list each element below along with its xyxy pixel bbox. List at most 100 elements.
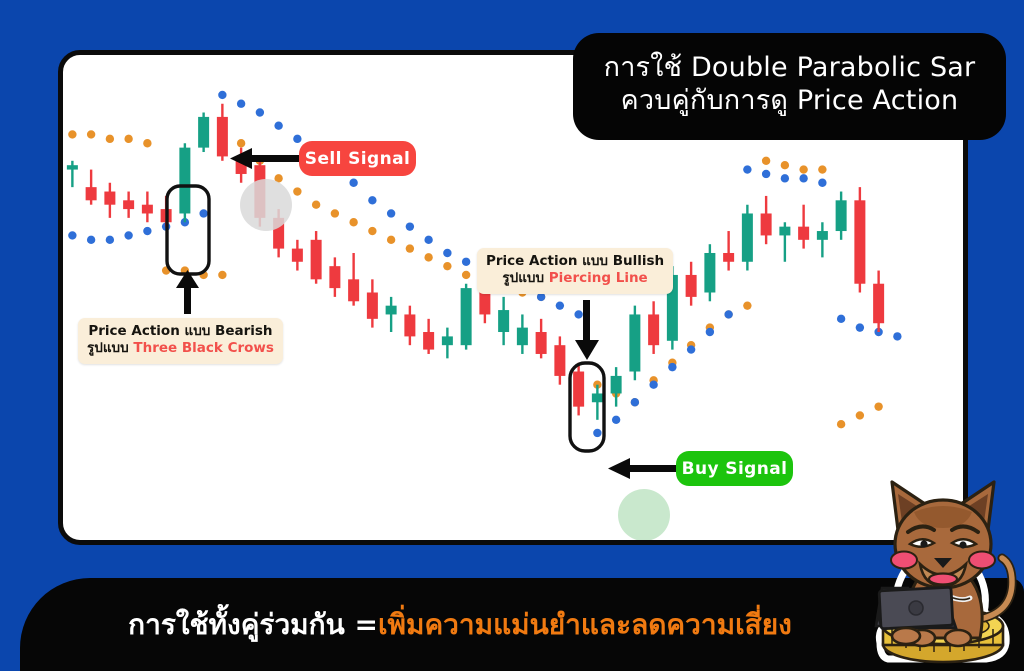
candle-body <box>798 226 810 240</box>
candle-body <box>723 252 735 262</box>
sar-fast-dot <box>761 169 771 179</box>
sar-slow-dot <box>424 253 433 262</box>
candle-body <box>216 116 228 157</box>
sar-slow-dot <box>330 209 340 218</box>
candle-body <box>460 288 472 346</box>
candle-body <box>648 314 660 346</box>
title-line-2: ควบคู่กับการดู Price Action <box>620 84 959 116</box>
banner-orange-text: เพิ่มความแม่นยำและลดความเสี่ยง <box>377 607 792 641</box>
candle-body <box>179 147 191 214</box>
sar-fast-dot <box>668 362 677 372</box>
sar-fast-dot <box>705 327 715 337</box>
sar-fast-dot <box>724 310 733 319</box>
sar-fast-dot <box>743 165 752 174</box>
sar-fast-dot <box>555 301 565 310</box>
candle-body <box>535 332 547 354</box>
bullish-callout-line1: Price Action แบบ Bullish <box>486 253 665 269</box>
banner-text: การใช้ทั้งคู่ร่วมกัน = เพิ่มความแม่นยำแล… <box>20 578 900 671</box>
sar-fast-dot <box>574 310 583 319</box>
candle-body <box>516 327 528 346</box>
candle-body <box>254 165 266 218</box>
bearish-callout-line2: รูปแบบ Three Black Crows <box>87 340 274 357</box>
candle-body <box>779 226 791 236</box>
sar-fast-dot <box>105 235 115 245</box>
candle-body <box>760 213 772 236</box>
sar-slow-dot <box>818 165 827 174</box>
candle-body <box>366 292 378 319</box>
sar-fast-dot <box>536 292 546 302</box>
candle-body <box>273 217 285 249</box>
sar-fast-dot <box>818 178 827 187</box>
candle-body <box>741 213 753 262</box>
sar-fast-dot <box>124 231 133 240</box>
sar-fast-dot <box>593 428 602 438</box>
sar-fast-dot <box>443 248 452 258</box>
candle-body <box>591 393 603 403</box>
candle-body <box>423 332 435 350</box>
sar-fast-dot <box>218 90 227 100</box>
candle-body <box>666 274 678 341</box>
sar-fast-dot <box>630 398 640 407</box>
sar-slow-dot <box>274 174 283 183</box>
sar-slow-dot <box>143 139 152 148</box>
sar-fast-dot <box>855 323 865 332</box>
candle-body <box>198 116 210 148</box>
sar-slow-dot <box>236 139 246 148</box>
sar-fast-dot <box>649 380 658 389</box>
candle-body <box>629 314 641 372</box>
cat-mascot-icon <box>874 480 1017 664</box>
sar-fast-dot <box>686 345 696 354</box>
candle-body <box>441 336 453 346</box>
candle-body <box>573 371 585 407</box>
candle-body <box>610 375 622 394</box>
bearish-callout: Price Action แบบ Bearish รูปแบบ Three Bl… <box>78 318 283 364</box>
sar-fast-dot <box>780 174 790 183</box>
candle-body <box>816 231 828 240</box>
candle-body <box>141 204 153 214</box>
sar-slow-dot <box>349 218 358 227</box>
sar-fast-dot <box>68 231 77 240</box>
sar-slow-dot <box>311 200 321 209</box>
candle-body <box>329 266 341 289</box>
sar-fast-dot <box>255 108 265 117</box>
sar-slow-dot <box>86 130 96 139</box>
sar-slow-dot <box>368 226 377 236</box>
sar-slow-dot <box>461 270 471 280</box>
candle-body <box>873 283 885 324</box>
sar-slow-dot <box>199 270 208 280</box>
candle-body <box>291 248 303 262</box>
sar-fast-dot <box>799 174 808 183</box>
banner-white-text: การใช้ทั้งคู่ร่วมกัน = <box>128 607 378 641</box>
title-bubble: การใช้ Double Parabolic Sar ควบคู่กับการ… <box>573 33 1006 140</box>
sar-fast-dot <box>424 235 433 245</box>
sar-slow-dot <box>743 301 752 310</box>
buy-signal-label[interactable]: Buy Signal <box>676 451 793 486</box>
candle-body <box>854 200 866 284</box>
candle-body <box>66 165 78 170</box>
bullish-callout-line2: รูปแบบ Piercing Line <box>486 270 664 287</box>
candle-body <box>404 314 416 337</box>
bearish-callout-line1: Price Action แบบ Bearish <box>88 323 273 339</box>
candle-body <box>310 239 322 280</box>
bullish-callout: Price Action แบบ Bullish รูปแบบ Piercing… <box>477 248 674 294</box>
sar-fast-dot <box>236 99 246 108</box>
laptop-icon <box>874 585 958 631</box>
sell-signal-label[interactable]: Sell Signal <box>299 141 416 176</box>
candle-body <box>498 310 510 333</box>
bullish-pattern-name: Piercing Line <box>548 270 648 287</box>
sar-slow-dot <box>180 266 190 275</box>
candle-body <box>104 191 116 205</box>
sar-slow-dot <box>293 187 302 196</box>
sar-slow-dot <box>836 420 846 429</box>
sar-fast-dot <box>405 222 415 231</box>
sar-slow-dot <box>405 244 415 253</box>
sar-slow-dot <box>124 134 133 144</box>
sar-fast-dot <box>893 332 902 341</box>
candle-body <box>348 279 360 302</box>
sar-slow-dot <box>161 266 171 275</box>
sar-slow-dot <box>386 235 396 245</box>
sar-slow-dot <box>855 411 865 420</box>
bearish-prefix: รูปแบบ <box>87 340 134 357</box>
sar-fast-dot <box>836 314 846 324</box>
candlestick-series <box>66 103 885 420</box>
